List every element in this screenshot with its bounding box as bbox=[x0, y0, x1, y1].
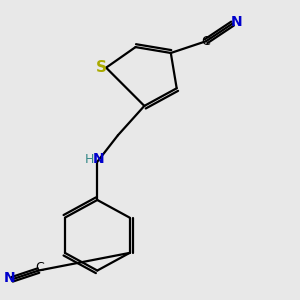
Text: C: C bbox=[202, 35, 211, 48]
Text: S: S bbox=[96, 60, 107, 75]
Text: N: N bbox=[93, 152, 105, 167]
Text: C: C bbox=[36, 261, 44, 274]
Text: N: N bbox=[231, 15, 243, 29]
Text: H: H bbox=[84, 153, 94, 166]
Text: N: N bbox=[3, 271, 15, 285]
